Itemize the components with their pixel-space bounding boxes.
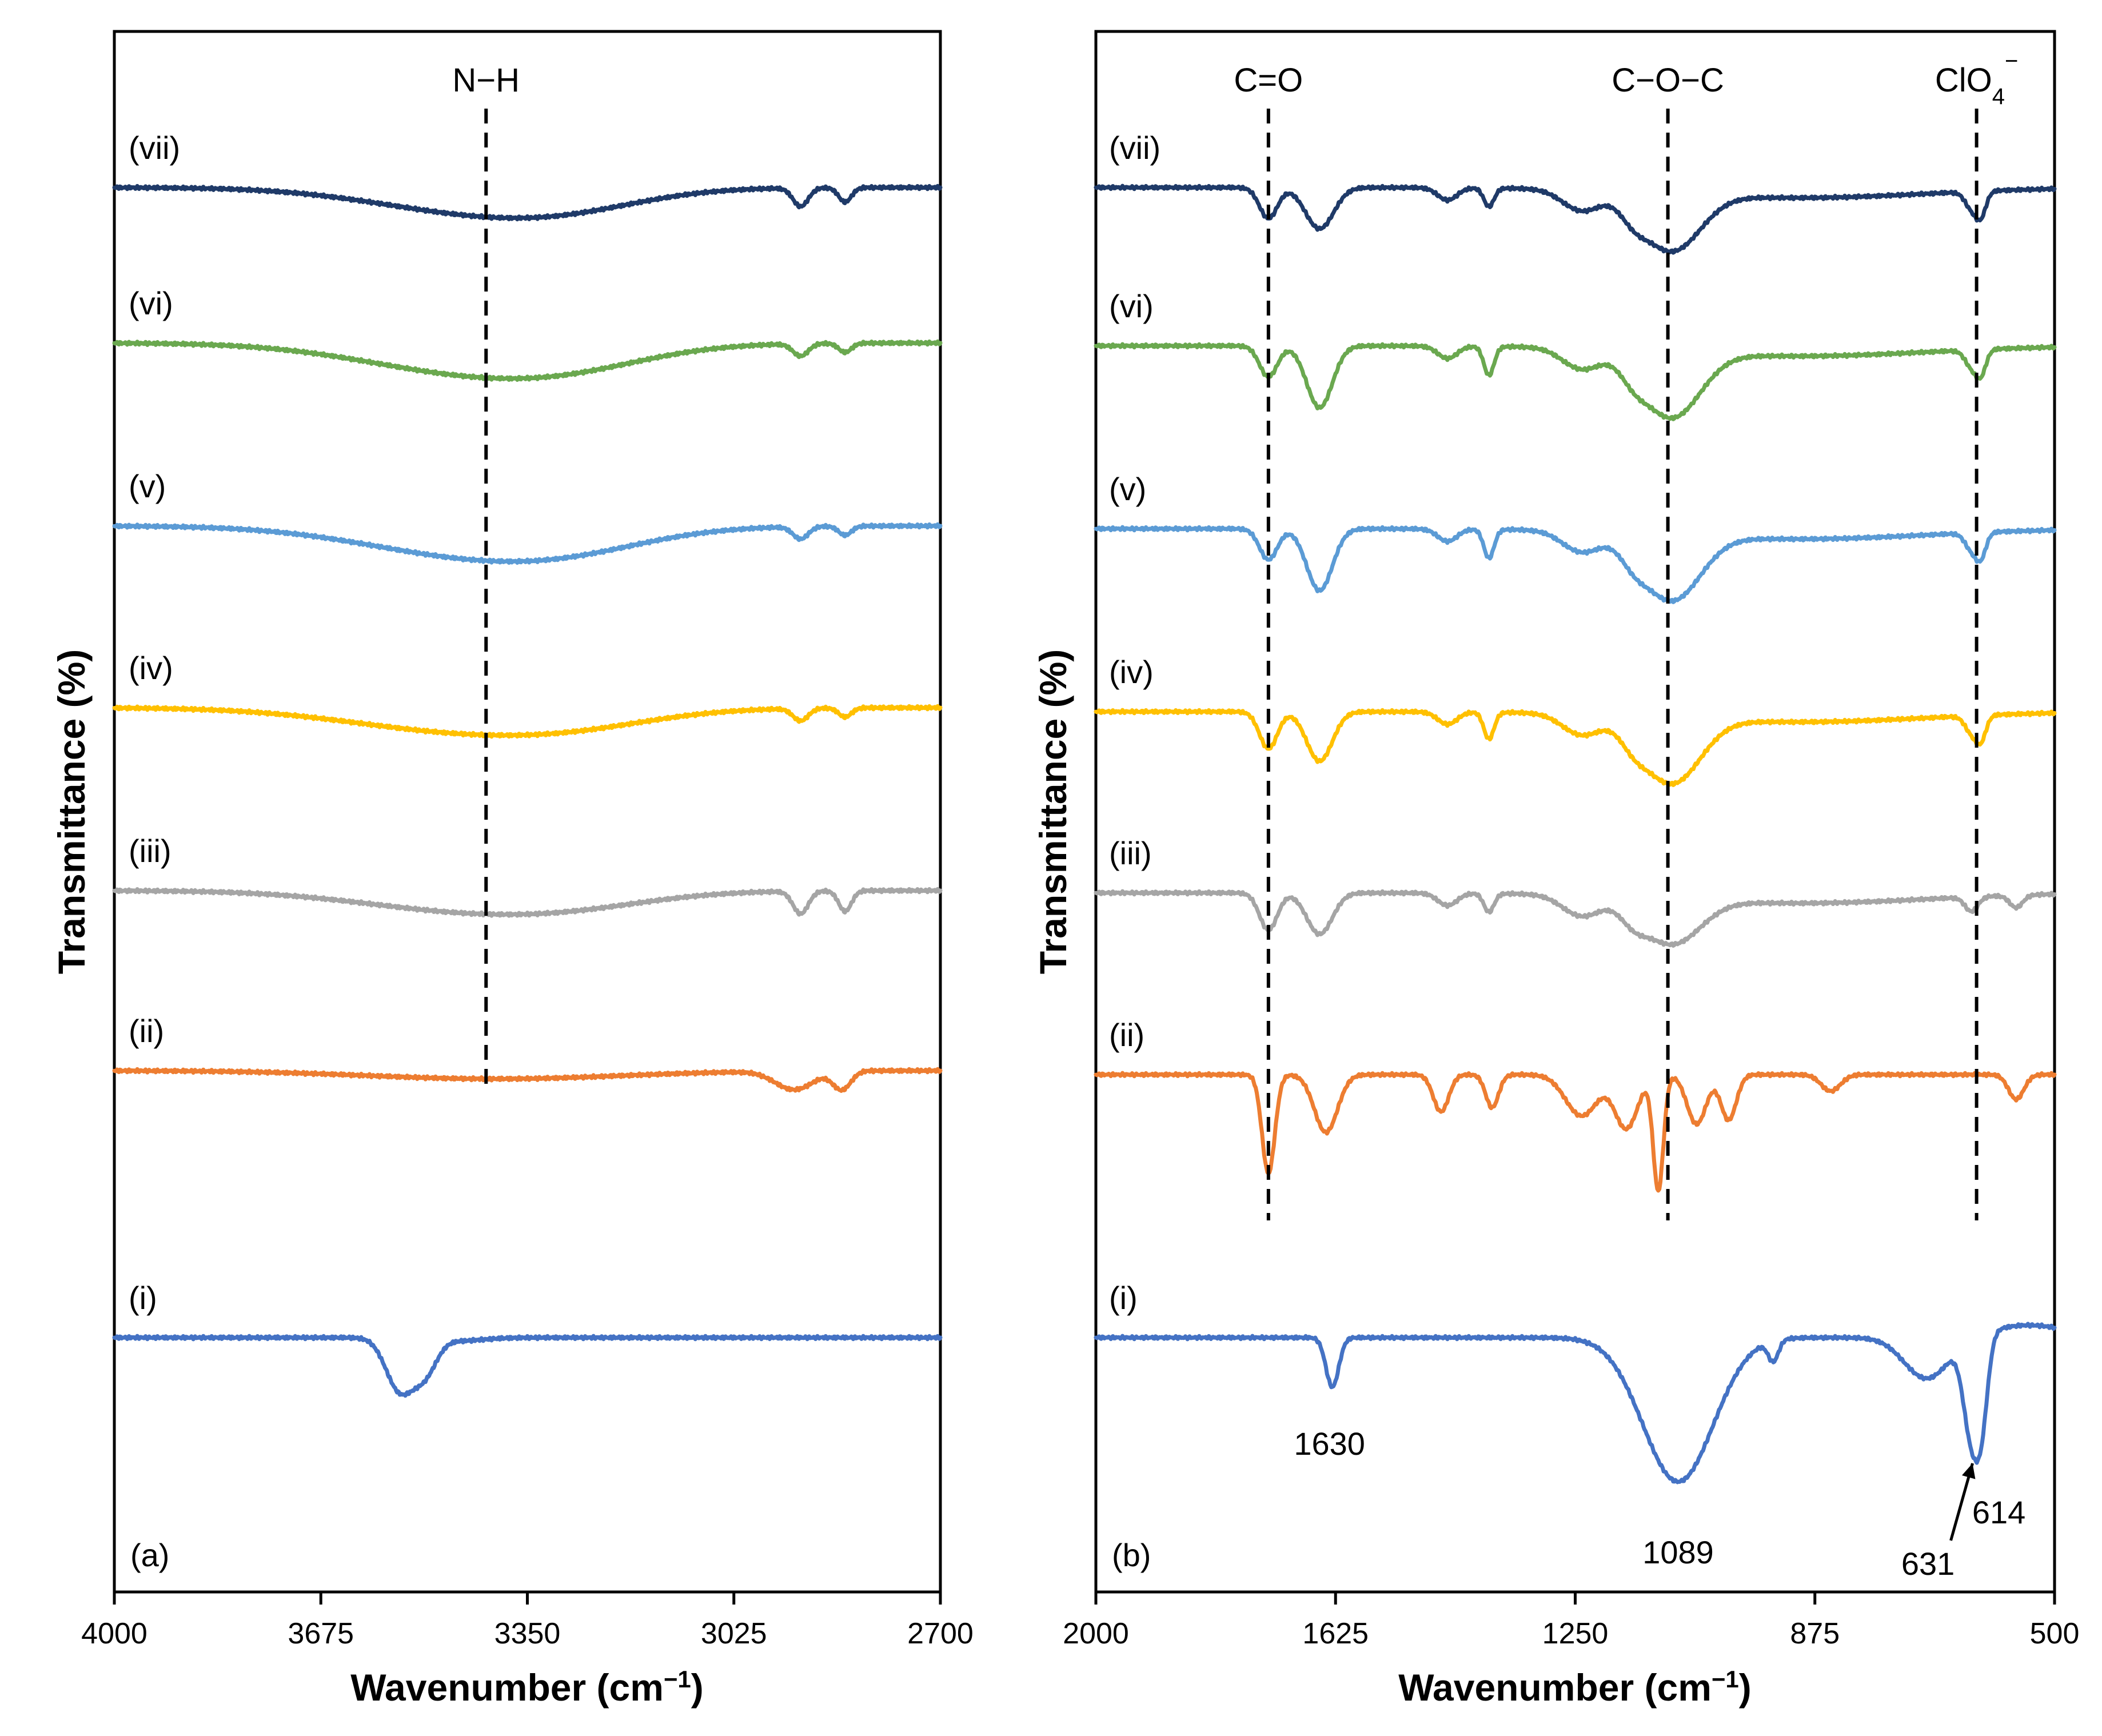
- panel-a: (vii) (vi) (v) (iv) (iii) (ii) (i) N−H 4000 367…: [50, 30, 974, 1709]
- panel-b-series-ii: [1094, 1071, 2057, 1193]
- panel-a-band-label-n-h: N−H: [452, 62, 520, 99]
- panel-b-peak-label-614: 614: [1972, 1494, 2025, 1530]
- panel-b-curve-label-ii: (ii): [1109, 1017, 1144, 1053]
- panel-a-curve-label-vii: (vii): [129, 130, 180, 166]
- panel-b-band-label-c-o-c: C−O−C: [1612, 62, 1724, 99]
- panel-b-band-label-c-o: C=O: [1234, 62, 1303, 99]
- panel-b-tick-label-500: 500: [2030, 1617, 2080, 1650]
- panel-b-series-group: (vii) (vi) (v) (iv) (iii) (ii) (i): [1094, 130, 2057, 1484]
- panel-a-series-ii: [112, 1067, 943, 1093]
- panel-a-tick-label-3675: 3675: [288, 1617, 354, 1650]
- panel-b-letter: (b): [1112, 1537, 1151, 1573]
- panel-b-band-label-clo: ClO4−: [1935, 49, 2019, 109]
- panel-a-curve-label-ii: (ii): [129, 1013, 164, 1049]
- panel-a-series-iv: [112, 704, 943, 739]
- panel-a-x-title: Wavenumber (cm−1): [350, 1666, 704, 1709]
- panel-a-letter: (a): [130, 1537, 169, 1573]
- panel-a-annotations: N−H: [452, 62, 520, 1089]
- panel-b-tick-label-2000: 2000: [1063, 1617, 1129, 1650]
- panel-a-tick-label-4000: 4000: [81, 1617, 147, 1650]
- panel-b-x-title-main: Wavenumber (cm: [1398, 1666, 1712, 1709]
- panel-b-series-vii: [1094, 183, 2057, 255]
- panel-a-tick-label-3025: 3025: [701, 1617, 767, 1650]
- band-label-sub: 4: [1992, 84, 2005, 109]
- panel-b-x-title: Wavenumber (cm−1): [1398, 1666, 1752, 1709]
- panel-a-tick-label-2700: 2700: [907, 1617, 974, 1650]
- panel-a-frame: [113, 30, 942, 1594]
- panel-a-series-group: (vii) (vi) (v) (iv) (iii) (ii) (i): [112, 130, 943, 1398]
- panel-b-peak-label-1089: 1089: [1642, 1534, 1714, 1570]
- panel-b-series-vi: [1094, 342, 2057, 421]
- panel-b-x-title-sup: −1: [1712, 1666, 1739, 1693]
- panel-b-tick-label-875: 875: [1790, 1617, 1840, 1650]
- panel-b-curve-label-vii: (vii): [1109, 130, 1160, 166]
- band-label-main: ClO: [1935, 62, 1992, 99]
- panel-b-annotations: C=O C−O−C ClO4− 1630 1089 631 614: [1234, 49, 2025, 1582]
- panel-a-curve-label-v: (v): [129, 468, 166, 504]
- panel-b-curve-label-iv: (iv): [1109, 654, 1154, 690]
- panel-a-curve-label-vi: (vi): [129, 285, 173, 321]
- panel-a-series-vii: [112, 183, 943, 222]
- panel-b-series-iii: [1094, 889, 2057, 948]
- panel-a-curve-label-iii: (iii): [129, 833, 171, 869]
- panel-b-curve-label-iii: (iii): [1109, 835, 1152, 871]
- panel-a-tick-label-3350: 3350: [494, 1617, 561, 1650]
- panel-b-curve-label-vi: (vi): [1109, 288, 1154, 324]
- panel-b-curve-label-v: (v): [1109, 471, 1146, 507]
- panel-b-arrow-631-head: [1961, 1463, 1976, 1479]
- panel-a-x-ticks: 4000 3675 3350 3025 2700: [81, 1592, 974, 1650]
- panel-b-series-i: [1094, 1322, 2057, 1484]
- panel-b-series-iv: [1094, 708, 2057, 787]
- panel-b-x-ticks: 2000 1625 1250 875 500: [1063, 1592, 2079, 1650]
- panel-b-series-v: [1094, 525, 2057, 604]
- panel-b-y-title: Transmittance (%): [1032, 649, 1074, 974]
- panel-a-series-v: [112, 522, 943, 565]
- panel-a-x-title-close: ): [691, 1666, 704, 1709]
- panel-a-y-title: Transmittance (%): [50, 649, 93, 974]
- panel-b-tick-label-1625: 1625: [1302, 1617, 1369, 1650]
- panel-a-series-i: [112, 1334, 943, 1398]
- band-label-sup: −: [2005, 49, 2018, 74]
- panel-b-tick-label-1250: 1250: [1542, 1617, 1609, 1650]
- panel-b-peak-label-631: 631: [1901, 1546, 1955, 1582]
- panel-b-peak-label-1630: 1630: [1294, 1426, 1365, 1462]
- panel-b-frame: [1094, 30, 2056, 1594]
- panel-b-x-title-close: ): [1739, 1666, 1752, 1709]
- panel-a-curve-label-iv: (iv): [129, 650, 173, 686]
- panel-a-series-iii: [112, 887, 943, 918]
- panel-b-curve-label-i: (i): [1109, 1280, 1138, 1316]
- panel-a-curve-label-i: (i): [129, 1280, 157, 1316]
- panel-b: (vii) (vi) (v) (iv) (iii) (ii) (i) C=O C−O−C ClO…: [1032, 30, 2079, 1709]
- panel-a-x-title-main: Wavenumber (cm: [350, 1666, 664, 1709]
- panel-a-x-title-sup: −1: [664, 1666, 691, 1693]
- panel-a-series-vi: [112, 339, 943, 382]
